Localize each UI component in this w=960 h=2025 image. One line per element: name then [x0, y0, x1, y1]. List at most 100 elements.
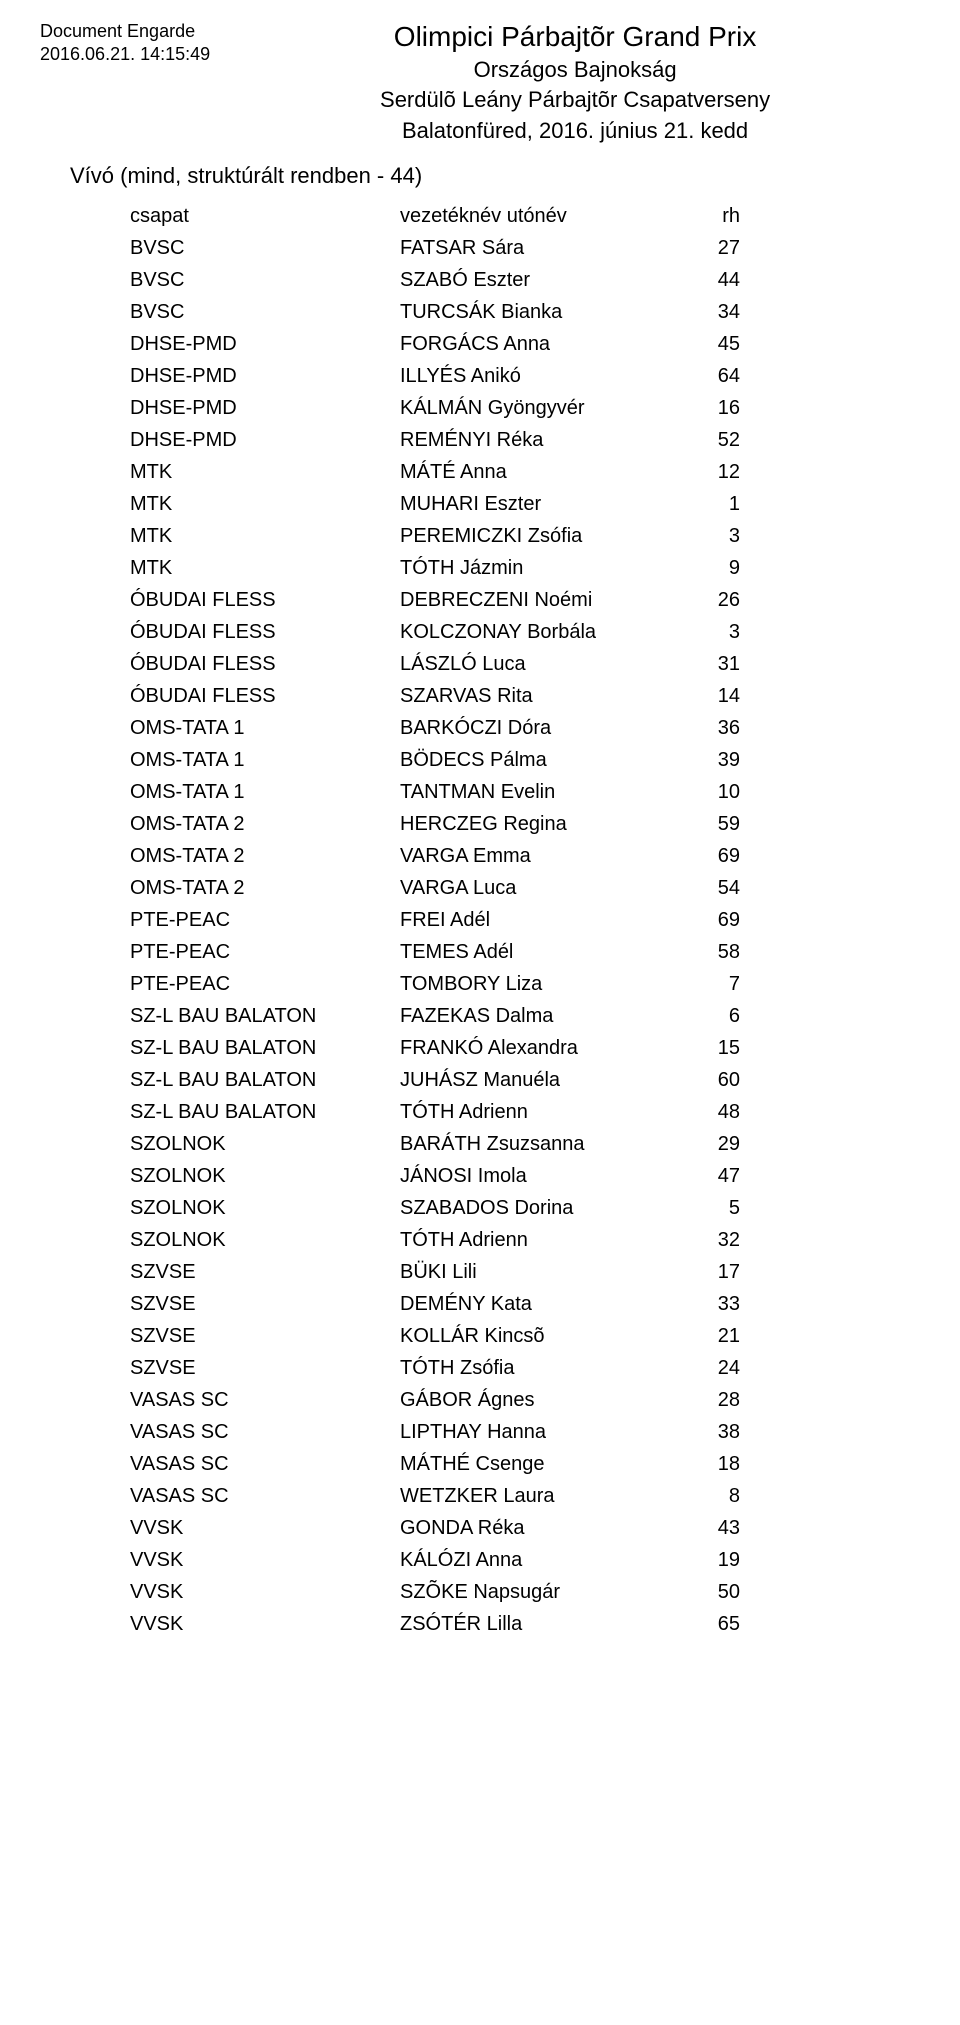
cell-team: ÓBUDAI FLESS	[130, 648, 400, 680]
cell-name: GÁBOR Ágnes	[400, 1384, 690, 1416]
cell-name: DEBRECZENI Noémi	[400, 584, 690, 616]
cell-name: TÓTH Jázmin	[400, 552, 690, 584]
table-row: ÓBUDAI FLESSSZARVAS Rita14	[130, 680, 740, 712]
table-row: DHSE-PMDKÁLMÁN Gyöngyvér16	[130, 392, 740, 424]
cell-team: VASAS SC	[130, 1416, 400, 1448]
cell-name: DEMÉNY Kata	[400, 1288, 690, 1320]
cell-rh: 60	[690, 1064, 740, 1096]
cell-team: SZVSE	[130, 1256, 400, 1288]
table-row: VASAS SCMÁTHÉ Csenge18	[130, 1448, 740, 1480]
cell-rh: 58	[690, 936, 740, 968]
table-row: OMS-TATA 1TANTMAN Evelin10	[130, 776, 740, 808]
cell-team: BVSC	[130, 264, 400, 296]
cell-team: SZOLNOK	[130, 1128, 400, 1160]
cell-rh: 15	[690, 1032, 740, 1064]
table-row: PTE-PEACTOMBORY Liza7	[130, 968, 740, 1000]
table-row: VVSKSZÕKE Napsugár50	[130, 1576, 740, 1608]
cell-rh: 8	[690, 1480, 740, 1512]
doc-source-line2: 2016.06.21. 14:15:49	[40, 43, 210, 66]
cell-rh: 47	[690, 1160, 740, 1192]
cell-name: KÁLMÁN Gyöngyvér	[400, 392, 690, 424]
document-header: Document Engarde 2016.06.21. 14:15:49 Ol…	[40, 20, 920, 145]
cell-name: SZABADOS Dorina	[400, 1192, 690, 1224]
cell-name: BÖDECS Pálma	[400, 744, 690, 776]
table-row: OMS-TATA 1BÖDECS Pálma39	[130, 744, 740, 776]
table-row: ÓBUDAI FLESSLÁSZLÓ Luca31	[130, 648, 740, 680]
cell-name: FATSAR Sára	[400, 232, 690, 264]
cell-name: ILLYÉS Anikó	[400, 360, 690, 392]
table-row: PTE-PEACTEMES Adél58	[130, 936, 740, 968]
sub-title-3: Balatonfüred, 2016. június 21. kedd	[230, 117, 920, 146]
cell-name: KOLCZONAY Borbála	[400, 616, 690, 648]
cell-rh: 69	[690, 904, 740, 936]
cell-team: MTK	[130, 520, 400, 552]
table-row: MTKTÓTH Jázmin9	[130, 552, 740, 584]
cell-team: OMS-TATA 1	[130, 712, 400, 744]
cell-rh: 3	[690, 520, 740, 552]
cell-name: PEREMICZKI Zsófia	[400, 520, 690, 552]
cell-rh: 34	[690, 296, 740, 328]
table-row: OMS-TATA 2VARGA Emma69	[130, 840, 740, 872]
table-row: SZVSEDEMÉNY Kata33	[130, 1288, 740, 1320]
cell-team: ÓBUDAI FLESS	[130, 616, 400, 648]
cell-team: BVSC	[130, 296, 400, 328]
cell-rh: 10	[690, 776, 740, 808]
cell-rh: 28	[690, 1384, 740, 1416]
cell-name: LÁSZLÓ Luca	[400, 648, 690, 680]
table-row: SZ-L BAU BALATONJUHÁSZ Manuéla60	[130, 1064, 740, 1096]
table-row: SZ-L BAU BALATONFAZEKAS Dalma6	[130, 1000, 740, 1032]
cell-rh: 7	[690, 968, 740, 1000]
cell-team: VVSK	[130, 1608, 400, 1640]
cell-team: SZOLNOK	[130, 1224, 400, 1256]
cell-team: ÓBUDAI FLESS	[130, 680, 400, 712]
cell-name: FRANKÓ Alexandra	[400, 1032, 690, 1064]
sub-title-1: Országos Bajnokság	[230, 56, 920, 85]
fencers-table-wrap: csapat vezetéknév utónév rh BVSCFATSAR S…	[130, 201, 920, 1640]
cell-name: FAZEKAS Dalma	[400, 1000, 690, 1032]
cell-rh: 36	[690, 712, 740, 744]
cell-team: DHSE-PMD	[130, 424, 400, 456]
cell-rh: 64	[690, 360, 740, 392]
cell-team: OMS-TATA 2	[130, 872, 400, 904]
cell-team: OMS-TATA 2	[130, 840, 400, 872]
table-row: BVSCSZABÓ Eszter44	[130, 264, 740, 296]
cell-team: SZVSE	[130, 1352, 400, 1384]
cell-rh: 1	[690, 488, 740, 520]
header-right-block: Olimpici Párbajtõr Grand Prix Országos B…	[230, 20, 920, 145]
cell-name: LIPTHAY Hanna	[400, 1416, 690, 1448]
cell-name: TOMBORY Liza	[400, 968, 690, 1000]
cell-team: VVSK	[130, 1544, 400, 1576]
cell-team: SZ-L BAU BALATON	[130, 1096, 400, 1128]
cell-rh: 21	[690, 1320, 740, 1352]
cell-rh: 39	[690, 744, 740, 776]
cell-rh: 6	[690, 1000, 740, 1032]
cell-rh: 69	[690, 840, 740, 872]
cell-name: KOLLÁR Kincsõ	[400, 1320, 690, 1352]
cell-rh: 48	[690, 1096, 740, 1128]
cell-team: VVSK	[130, 1512, 400, 1544]
cell-rh: 33	[690, 1288, 740, 1320]
cell-rh: 19	[690, 1544, 740, 1576]
table-row: MTKPEREMICZKI Zsófia3	[130, 520, 740, 552]
cell-team: OMS-TATA 2	[130, 808, 400, 840]
cell-name: MÁTÉ Anna	[400, 456, 690, 488]
cell-name: WETZKER Laura	[400, 1480, 690, 1512]
cell-rh: 26	[690, 584, 740, 616]
table-row: MTKMUHARI Eszter1	[130, 488, 740, 520]
cell-team: VASAS SC	[130, 1480, 400, 1512]
table-row: BVSCFATSAR Sára27	[130, 232, 740, 264]
cell-name: MUHARI Eszter	[400, 488, 690, 520]
col-header-rh: rh	[690, 201, 740, 232]
cell-rh: 14	[690, 680, 740, 712]
cell-team: DHSE-PMD	[130, 360, 400, 392]
header-left-block: Document Engarde 2016.06.21. 14:15:49	[40, 20, 210, 67]
cell-rh: 38	[690, 1416, 740, 1448]
cell-team: DHSE-PMD	[130, 392, 400, 424]
table-row: SZ-L BAU BALATONFRANKÓ Alexandra15	[130, 1032, 740, 1064]
cell-team: ÓBUDAI FLESS	[130, 584, 400, 616]
cell-rh: 43	[690, 1512, 740, 1544]
table-header-row: csapat vezetéknév utónév rh	[130, 201, 740, 232]
cell-rh: 29	[690, 1128, 740, 1160]
table-row: SZVSEKOLLÁR Kincsõ21	[130, 1320, 740, 1352]
table-row: ÓBUDAI FLESSDEBRECZENI Noémi26	[130, 584, 740, 616]
